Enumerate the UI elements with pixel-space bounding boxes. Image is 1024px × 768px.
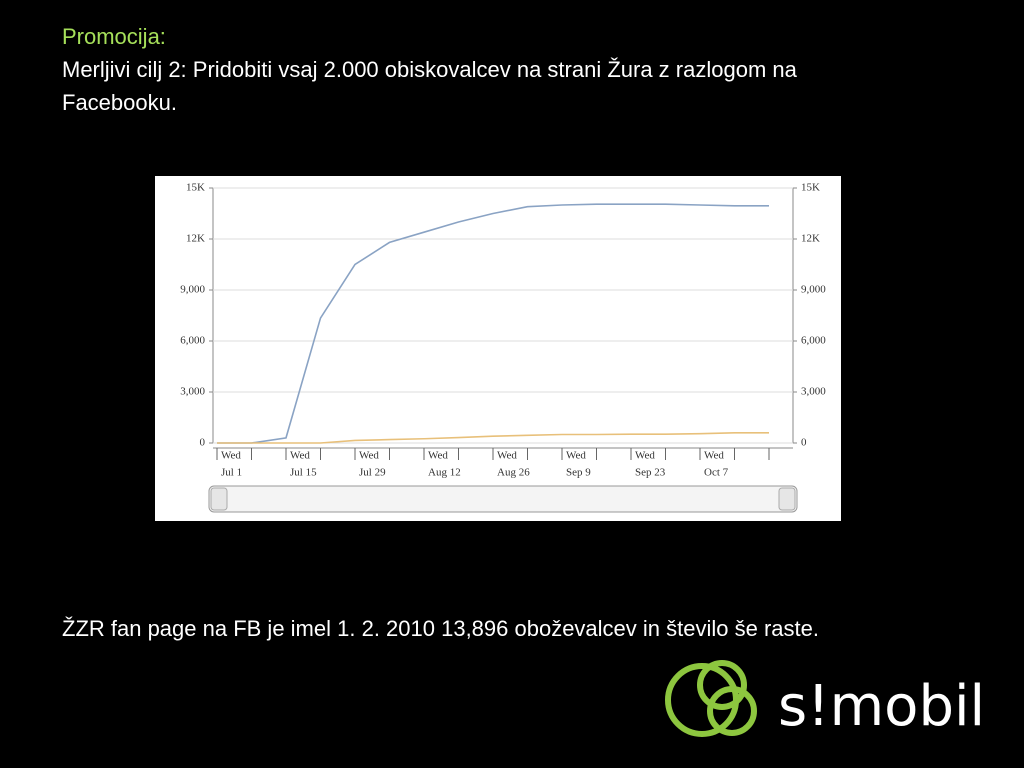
slide-footer: ŽZR fan page na FB je imel 1. 2. 2010 13… bbox=[62, 616, 819, 641]
x-tick-label: Oct 7 bbox=[704, 467, 729, 479]
y2-tick-label: 15K bbox=[801, 182, 820, 194]
y-tick-label: 0 bbox=[200, 437, 206, 449]
x-tick-weekday: Wed bbox=[290, 450, 310, 462]
scrollbar bbox=[208, 485, 798, 513]
x-tick-label: Jul 15 bbox=[290, 467, 317, 479]
y-tick-label: 9,000 bbox=[180, 284, 205, 296]
y2-tick-label: 12K bbox=[801, 233, 820, 245]
y2-tick-label: 0 bbox=[801, 437, 807, 449]
y2-tick-label: 6,000 bbox=[801, 335, 826, 347]
x-tick-label: Sep 23 bbox=[635, 467, 666, 479]
x-tick-weekday: Wed bbox=[221, 450, 241, 462]
y-tick-label: 15K bbox=[186, 182, 205, 194]
x-tick-label: Aug 26 bbox=[497, 467, 530, 479]
x-tick-label: Jul 29 bbox=[359, 467, 386, 479]
scroll-handle-right bbox=[778, 487, 796, 511]
y2-tick-label: 3,000 bbox=[801, 386, 826, 398]
logo-text: s!mobil bbox=[778, 674, 985, 739]
series-line bbox=[217, 432, 769, 444]
x-tick-weekday: Wed bbox=[359, 450, 379, 462]
x-tick-label: Aug 12 bbox=[428, 467, 461, 479]
x-tick-weekday: Wed bbox=[566, 450, 586, 462]
series-line bbox=[217, 203, 769, 444]
y-tick-label: 12K bbox=[186, 233, 205, 245]
logo-ring bbox=[697, 660, 747, 710]
x-tick-label: Sep 9 bbox=[566, 467, 591, 479]
x-tick-weekday: Wed bbox=[497, 450, 517, 462]
y-tick-label: 3,000 bbox=[180, 386, 205, 398]
x-tick-label: Jul 1 bbox=[221, 467, 242, 479]
x-tick-weekday: Wed bbox=[704, 450, 724, 462]
slide-body: Merljivi cilj 2: Pridobiti vsaj 2.000 ob… bbox=[62, 57, 797, 115]
slide-title: Promocija: bbox=[62, 24, 166, 49]
x-tick-weekday: Wed bbox=[635, 450, 655, 462]
logo: s!mobil bbox=[665, 660, 985, 739]
x-tick-weekday: Wed bbox=[428, 450, 448, 462]
y2-tick-label: 9,000 bbox=[801, 284, 826, 296]
chart: 0 0 3,000 3,000 6,000 6,000 9,000 9,000 12K 12K 15… bbox=[155, 176, 841, 521]
logo-ring bbox=[707, 686, 757, 736]
y-tick-label: 6,000 bbox=[180, 335, 205, 347]
scroll-handle-left bbox=[210, 487, 228, 511]
